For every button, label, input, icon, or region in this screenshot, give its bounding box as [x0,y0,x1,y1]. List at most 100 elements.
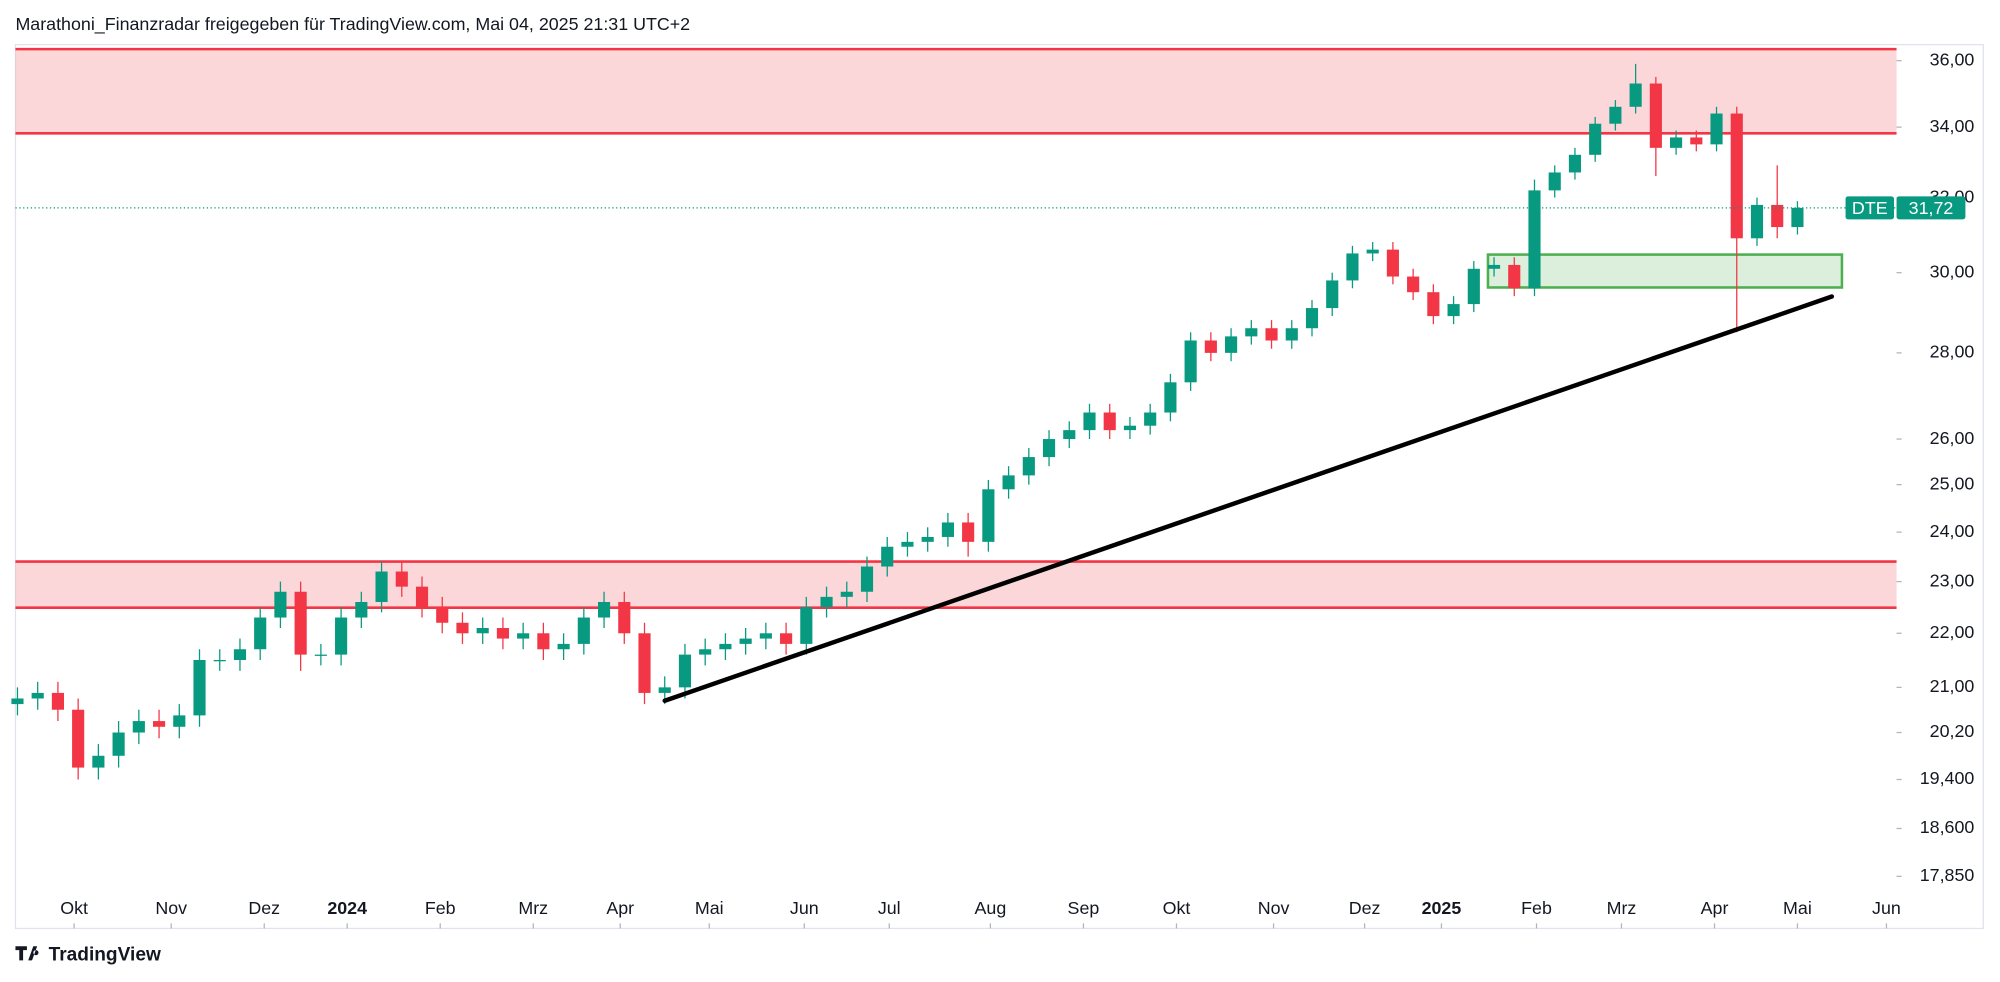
candle-body [1063,430,1076,440]
candle-body [31,692,44,699]
candle-body [395,571,408,587]
candle-body [537,633,550,650]
x-tick-label: 2025 [1422,898,1462,918]
y-tick-label: 30,00 [1930,261,1975,281]
y-tick-label: 28,00 [1930,342,1975,362]
candle-body [840,591,853,597]
candle-body [860,566,874,592]
candle-body [1022,457,1035,476]
candle-body [1508,264,1521,289]
candle-body [72,709,85,768]
candle-body [638,633,651,693]
brand-logo [15,946,39,961]
trendline [662,294,1835,703]
x-tick-label: Dez [1349,898,1381,918]
candle-body [173,715,186,727]
y-tick-label: 19,400 [1920,768,1975,788]
candle-body [1285,328,1298,341]
x-tick-label: Mai [1783,898,1812,918]
candle-body [982,489,995,542]
candle-body [375,571,388,602]
candle-body [355,601,368,618]
candle-body [415,586,429,608]
candle-body [335,617,348,655]
candle-body [962,522,975,542]
candle-body [1710,113,1723,145]
candle-body [1386,249,1399,277]
candle-body [1265,328,1278,341]
price-label: 31,72 [1909,198,1954,218]
candle-body [557,643,570,650]
candle-body [213,660,226,662]
zone [15,49,1897,134]
candle-body [1103,412,1116,431]
candle-body [1305,308,1319,329]
candle-body [1690,137,1703,145]
candle-body [1609,106,1622,124]
x-tick-label: 2024 [327,898,367,918]
candle-body [1144,412,1157,426]
candle-body [254,617,267,650]
y-tick-label: 36,00 [1930,49,1975,69]
candle-body [1791,207,1804,228]
candle-body [1467,268,1480,305]
candle-body [658,687,671,693]
candle-body [1771,204,1784,228]
y-tick-label: 34,00 [1930,116,1975,136]
candle-body [152,721,166,727]
candle-body [597,601,611,618]
y-tick-label: 18,600 [1920,817,1975,837]
candle-body [112,732,125,756]
y-tick-label: 17,850 [1920,865,1975,885]
x-tick-label: Mai [695,898,724,918]
candle-body [456,622,469,634]
candle-body [274,591,287,618]
candle-body [699,649,712,655]
y-tick-label: 25,00 [1930,473,1975,493]
y-tick-label: 26,00 [1930,428,1975,448]
candle-body [881,546,894,567]
candle-body [1670,137,1683,148]
candle-body [1204,340,1217,353]
candle-body [1730,113,1743,239]
x-tick-label: Apr [606,898,634,918]
candle-body [901,541,914,547]
candle-body [132,721,145,733]
candle-body [1548,172,1561,191]
candle-body [1589,123,1602,155]
candle-body [476,628,489,634]
candle-body [193,660,206,716]
x-tick-label: Okt [60,898,88,918]
candle-body [800,607,813,644]
symbol-label: DTE [1852,198,1888,218]
candle-body [1245,328,1258,337]
candle-body [678,654,692,688]
x-tick-label: Okt [1163,898,1191,918]
candle-body [1346,253,1359,281]
pane-border [14,43,1984,930]
y-tick-label: 23,00 [1930,570,1975,590]
y-tick-label: 21,00 [1930,676,1975,696]
candle-body [1083,412,1096,431]
x-tick-label: Apr [1701,898,1729,918]
support-box [1486,253,1844,289]
candle-body [1568,154,1582,173]
candle-body [941,522,954,537]
candle-body [233,649,247,661]
candle-body [1407,276,1420,293]
header-text: Marathoni_Finanzradar freigegeben für Tr… [15,14,690,35]
y-tick-label: 22,00 [1930,622,1975,642]
x-tick-label: Mrz [518,898,548,918]
candle-body [436,607,449,623]
x-tick-label: Feb [425,898,456,918]
x-tick-label: Mrz [1607,898,1637,918]
candle-body [1002,475,1015,490]
candle-body [1164,382,1177,413]
x-tick-label: Dez [248,898,280,918]
candle-body [577,617,590,644]
candle-body [294,591,307,655]
candle-body [1528,190,1541,289]
candle-body [1326,280,1339,309]
candle-body [921,536,934,542]
